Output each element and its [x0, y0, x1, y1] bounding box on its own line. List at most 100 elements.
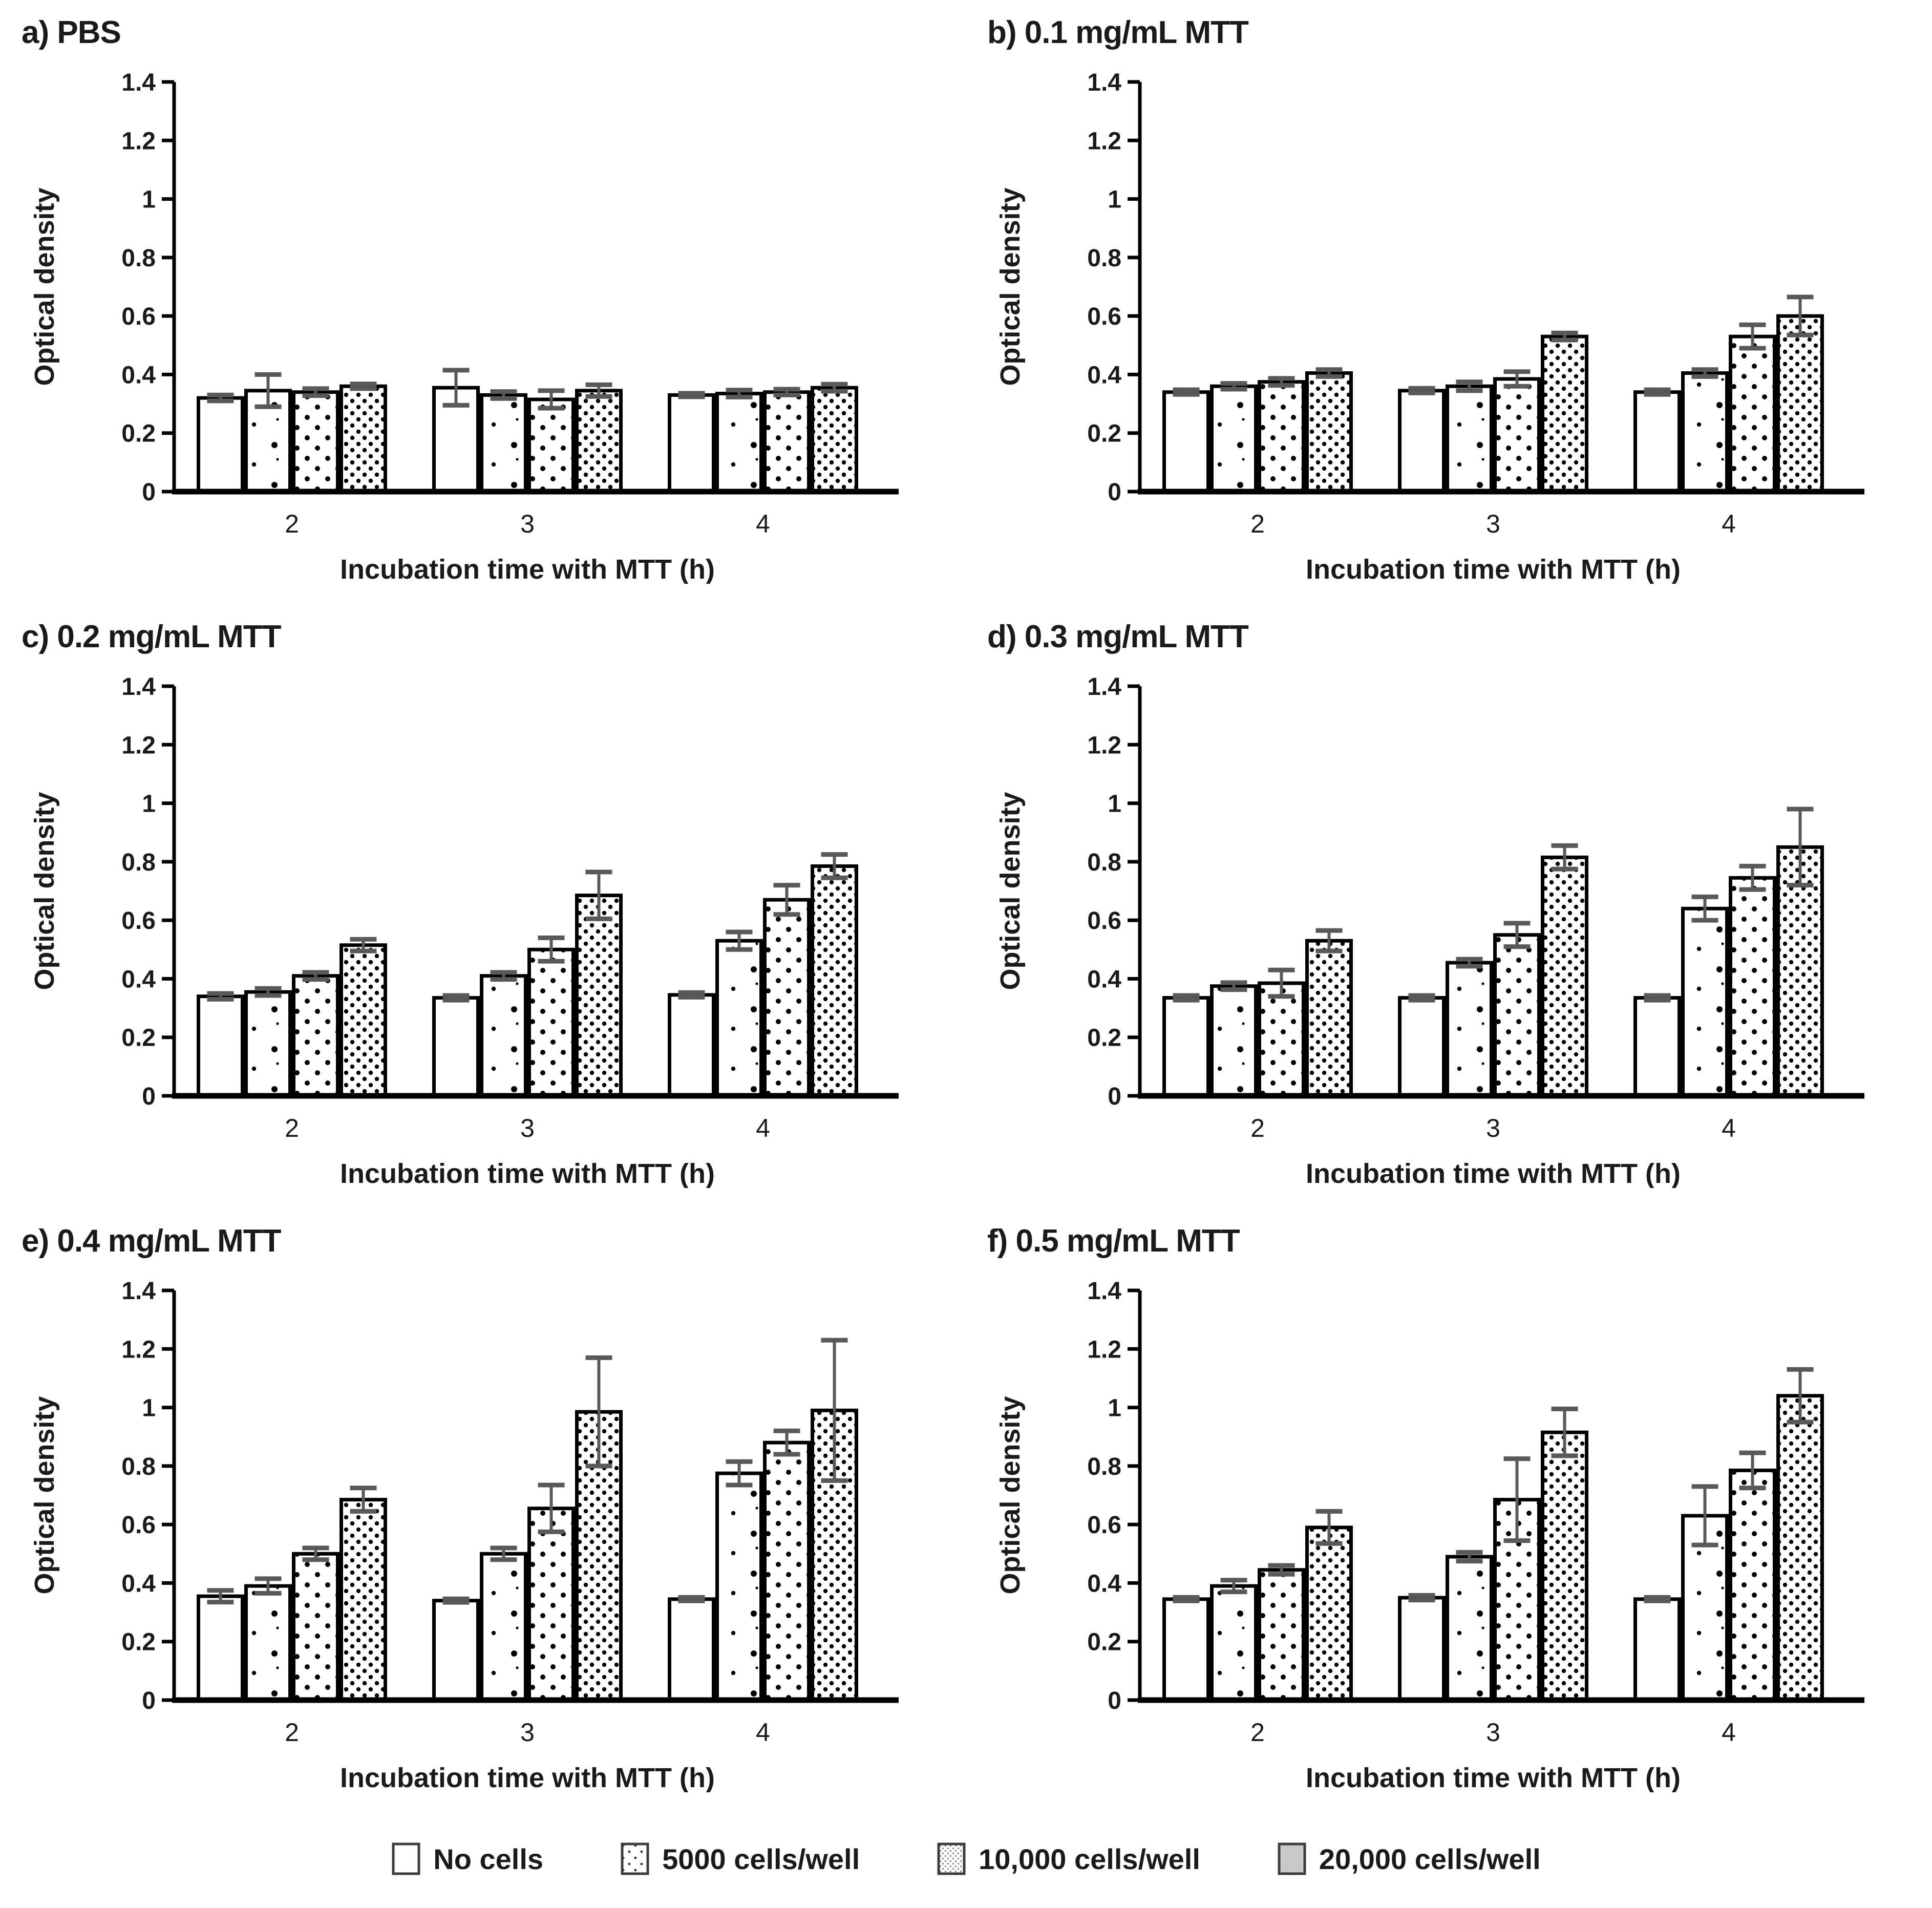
y-tick-label: 0.6 — [121, 1512, 156, 1539]
x-tick-label: 4 — [756, 1718, 770, 1747]
bar — [715, 939, 763, 1098]
bar — [1729, 334, 1776, 494]
bar — [1681, 371, 1729, 494]
y-axis-title: Optical density — [29, 187, 60, 386]
bar — [763, 898, 811, 1098]
y-tick-label: 0.6 — [1087, 303, 1121, 330]
bar — [1729, 876, 1776, 1098]
y-tick-label: 1 — [142, 1395, 156, 1422]
x-tick-label: 3 — [520, 1114, 535, 1142]
y-tick-label: 0.2 — [1087, 1025, 1121, 1052]
bar — [1258, 380, 1305, 494]
panel-c-title: c) 0.2 mg/mL MTT — [22, 619, 282, 654]
bar — [1162, 996, 1210, 1098]
y-tick-label: 0.8 — [1087, 849, 1121, 876]
bar — [432, 996, 480, 1098]
panel-a-title: a) PBS — [22, 15, 121, 50]
bar — [1305, 939, 1353, 1098]
y-tick-label: 1.2 — [121, 128, 156, 155]
y-tick-label: 0 — [1108, 1687, 1121, 1714]
bar — [1258, 981, 1305, 1098]
20000-cells-swatch-icon — [1277, 1842, 1307, 1876]
legend-swatch-svg — [392, 1842, 420, 1875]
y-tick-label: 0.4 — [1087, 362, 1121, 389]
panel-b-chart: 0 0.2 0.4 0.6 0.8 1 1.2 1.4 Optical density 2 3 4 In… — [995, 69, 1864, 584]
x-tick-label: 4 — [756, 510, 770, 538]
y-tick-label: 0.8 — [121, 1453, 156, 1480]
bar — [1305, 371, 1353, 494]
bar — [339, 384, 387, 494]
y-tick-label: 1.2 — [1087, 732, 1121, 759]
x-tick-label: 3 — [1486, 510, 1500, 538]
y-tick-label: 1.2 — [121, 732, 156, 759]
y-tick-label: 1.4 — [121, 69, 156, 96]
panel-e: e) 0.4 mg/mL MTT 0 0.2 0.4 0.6 0.8 1 1.2 1.4 Opt… — [0, 1209, 966, 1813]
y-tick-label: 0.8 — [1087, 245, 1121, 272]
y-tick-label: 1.2 — [121, 1336, 156, 1363]
panel-d-title: d) 0.3 mg/mL MTT — [987, 619, 1249, 654]
x-tick-label: 3 — [1486, 1718, 1500, 1747]
bar — [1305, 1525, 1353, 1702]
y-tick-label: 1 — [1108, 1395, 1121, 1422]
bar — [292, 1552, 339, 1702]
legend-item-no-cells: No cells — [391, 1842, 543, 1876]
bar — [1493, 377, 1541, 494]
bar — [1681, 906, 1729, 1098]
bar — [575, 389, 623, 494]
bar — [1398, 389, 1446, 494]
panel-e-chart: 0 0.2 0.4 0.6 0.8 1 1.2 1.4 Optical density 2 3 4 In… — [29, 1278, 899, 1792]
x-axis-title: Incubation time with MTT (h) — [340, 1158, 715, 1188]
y-tick-label: 0 — [142, 1687, 156, 1714]
y-tick-label: 1 — [1108, 186, 1121, 214]
x-tick-label: 2 — [1250, 1114, 1265, 1142]
panel-b-title: b) 0.1 mg/mL MTT — [987, 15, 1249, 50]
y-tick-label: 0.8 — [121, 849, 156, 876]
bar — [480, 393, 527, 494]
x-tick-label: 3 — [520, 1718, 535, 1747]
bar — [1162, 390, 1210, 494]
bar — [1210, 384, 1258, 494]
y-tick-label: 0.4 — [1087, 966, 1121, 993]
panel-d-chart: 0 0.2 0.4 0.6 0.8 1 1.2 1.4 Optical density 2 3 4 In… — [995, 673, 1864, 1188]
legend-item-5000: 5000 cells/well — [620, 1842, 860, 1876]
bar — [811, 386, 858, 494]
y-tick-label: 0.6 — [1087, 907, 1121, 935]
bar — [197, 994, 244, 1098]
bar — [1210, 1584, 1258, 1702]
x-tick-label: 3 — [520, 510, 535, 538]
bar — [1776, 1394, 1824, 1702]
x-tick-label: 2 — [285, 1718, 299, 1747]
legend-label: No cells — [433, 1842, 544, 1875]
x-axis-title: Incubation time with MTT (h) — [1306, 554, 1681, 584]
bar — [527, 1507, 575, 1702]
y-tick-label: 0.2 — [1087, 1629, 1121, 1656]
legend-swatch-rect — [1278, 1842, 1306, 1875]
x-axis-title: Incubation time with MTT (h) — [340, 1763, 715, 1792]
legend-label: 5000 cells/well — [662, 1842, 860, 1875]
legend-label: 10,000 cells/well — [979, 1842, 1200, 1875]
legend-label: 20,000 cells/well — [1319, 1842, 1541, 1875]
y-axis-title: Optical density — [995, 792, 1026, 990]
bar — [292, 390, 339, 494]
legend-swatch-svg — [937, 1842, 966, 1875]
panel-c-chart: 0 0.2 0.4 0.6 0.8 1 1.2 1.4 Optical density 2 3 4 In… — [29, 673, 899, 1188]
y-tick-label: 0.4 — [121, 1570, 156, 1597]
x-axis-title: Incubation time with MTT (h) — [340, 554, 715, 584]
y-tick-label: 1.2 — [1087, 1336, 1121, 1363]
bar — [1541, 334, 1588, 494]
x-tick-label: 4 — [756, 1114, 770, 1142]
y-tick-label: 1.4 — [121, 1278, 156, 1305]
bar — [1398, 1596, 1446, 1702]
bar — [668, 993, 715, 1098]
y-tick-label: 0 — [142, 1083, 156, 1110]
y-tick-label: 0.8 — [1087, 1453, 1121, 1480]
panel-d: d) 0.3 mg/mL MTT 0 0.2 0.4 0.6 0.8 1 1.2 1.4 Opt… — [966, 604, 1932, 1209]
y-tick-label: 0.6 — [121, 303, 156, 330]
bar — [244, 1584, 292, 1702]
legend-item-20000: 20,000 cells/well — [1277, 1842, 1541, 1876]
no-cells-swatch-icon — [391, 1842, 421, 1876]
bar — [1776, 314, 1824, 494]
bar — [197, 396, 244, 494]
bar — [432, 1599, 480, 1702]
